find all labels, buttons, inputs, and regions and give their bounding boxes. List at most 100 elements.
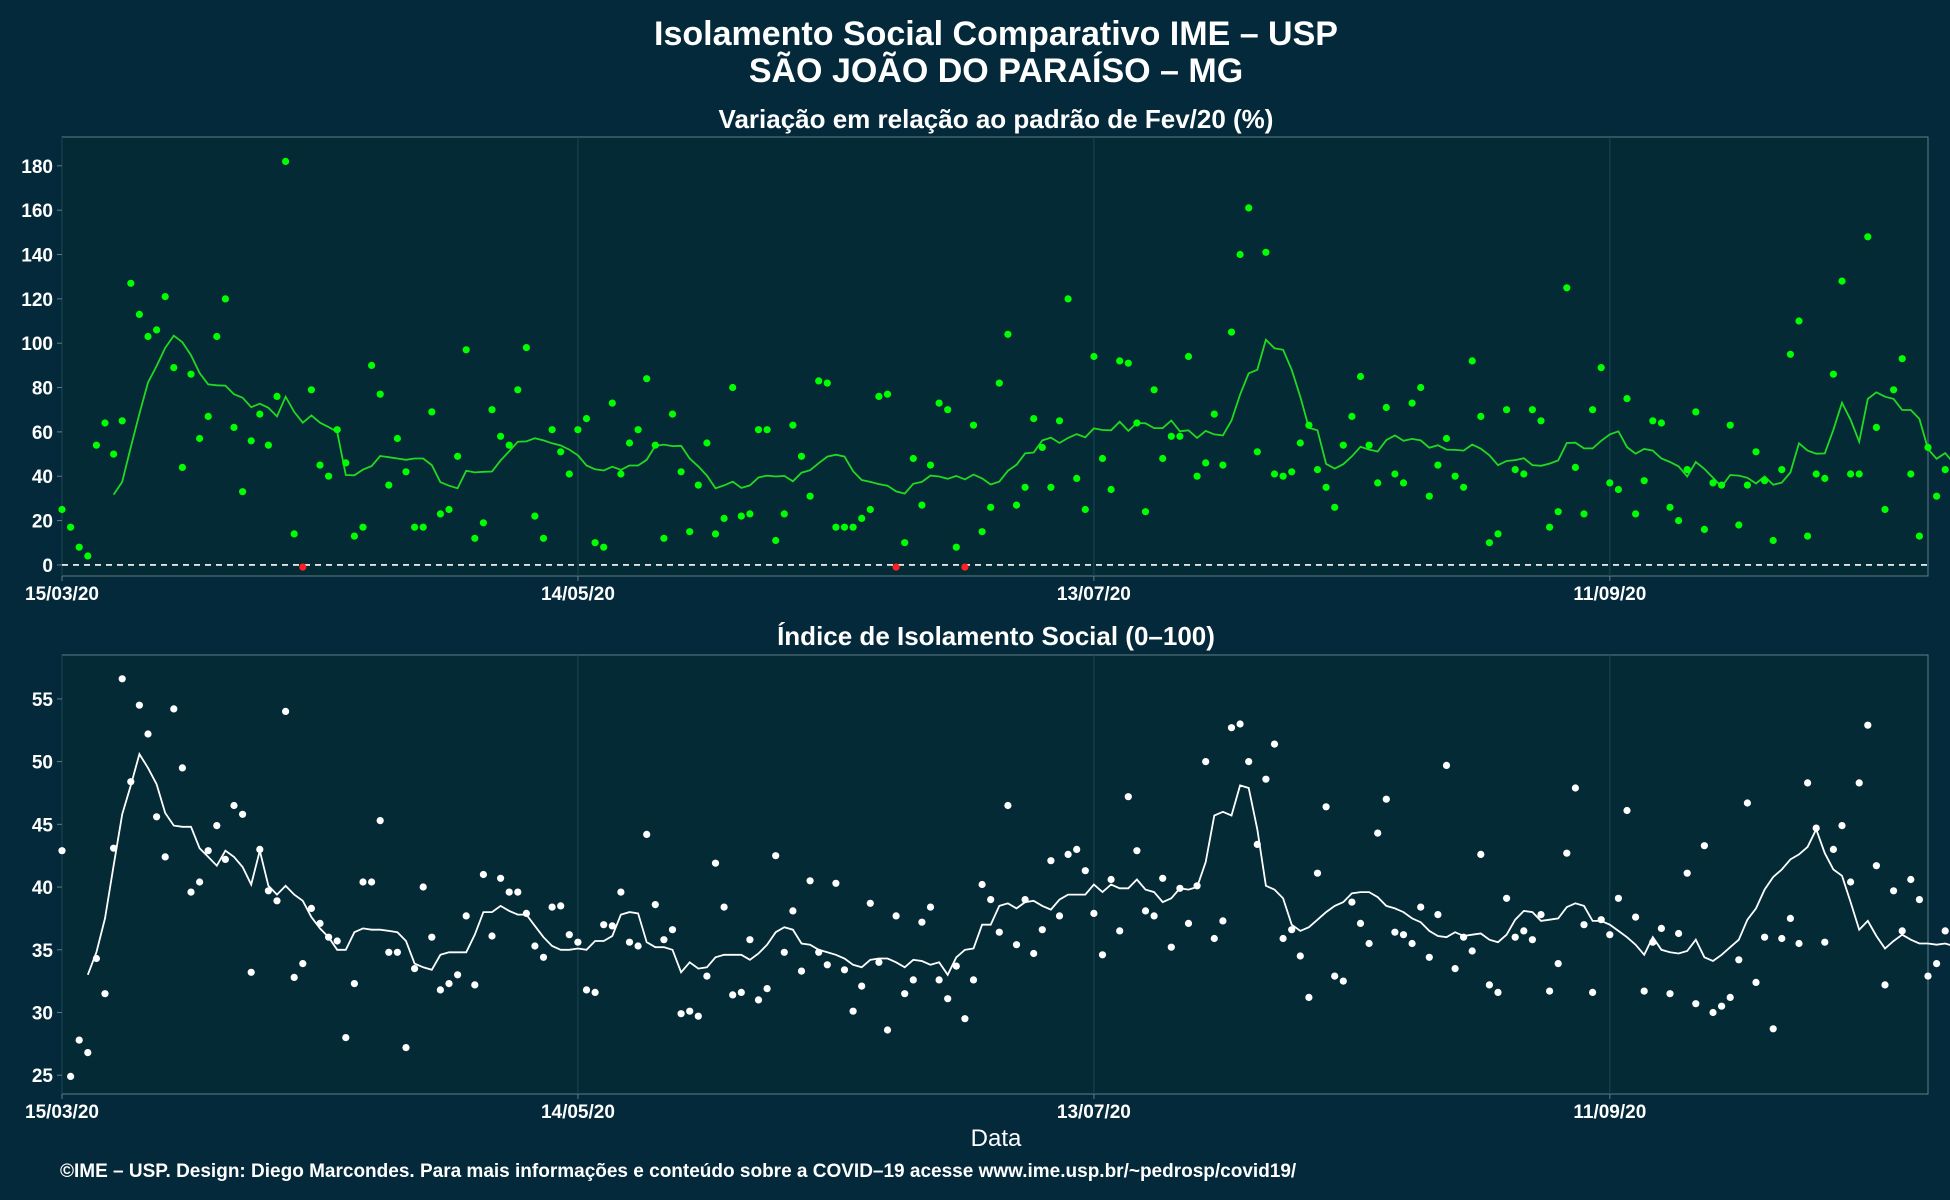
data-point (239, 488, 247, 496)
data-point (1795, 939, 1803, 948)
data-point (1675, 517, 1683, 525)
data-point (221, 295, 229, 303)
data-point (1150, 386, 1158, 394)
data-point (1184, 352, 1193, 361)
data-point (1116, 357, 1124, 365)
data-point (557, 448, 565, 456)
data-point (823, 961, 831, 969)
data-point (325, 933, 333, 941)
data-point (1812, 470, 1820, 478)
data-point (1829, 370, 1837, 378)
data-point (1872, 423, 1880, 431)
data-point (1494, 988, 1502, 997)
data-point (634, 426, 642, 434)
data-point (187, 370, 195, 378)
data-point (1520, 470, 1528, 478)
data-point (1030, 949, 1038, 958)
data-point (1769, 536, 1777, 545)
data-point (961, 1015, 969, 1023)
data-point (987, 503, 995, 511)
data-point (926, 461, 935, 469)
data-point (307, 386, 315, 394)
data-point (385, 948, 393, 956)
data-point (299, 563, 307, 571)
data-point (892, 563, 900, 571)
data-point (1141, 907, 1150, 915)
x-tick-label: 14/05/20 (541, 584, 615, 605)
data-point (797, 967, 806, 975)
data-point (75, 1036, 83, 1044)
data-point (368, 878, 376, 886)
data-point (1021, 483, 1029, 491)
data-point (522, 909, 531, 918)
data-point (1554, 508, 1562, 516)
data-point (1202, 459, 1210, 467)
data-point (1546, 523, 1554, 531)
data-point (505, 888, 513, 896)
data-point (1245, 204, 1253, 212)
data-point (1666, 990, 1674, 998)
data-point (651, 441, 659, 449)
data-point (1219, 461, 1227, 469)
data-point (1047, 483, 1055, 491)
data-point (935, 399, 943, 407)
data-point (1365, 939, 1373, 948)
data-point (1528, 406, 1536, 414)
data-point (1253, 840, 1261, 849)
data-point (213, 822, 221, 830)
data-point (1872, 862, 1880, 870)
data-point (1804, 532, 1812, 540)
data-point (617, 470, 625, 478)
data-point (462, 912, 470, 920)
data-point (385, 481, 393, 489)
data-point (1064, 850, 1072, 859)
data-point (479, 870, 487, 879)
data-point (918, 501, 926, 509)
data-point (1761, 933, 1769, 941)
data-point (763, 985, 771, 993)
data-point (153, 813, 161, 821)
data-point (1485, 981, 1493, 989)
data-point (1176, 432, 1184, 440)
data-point (832, 879, 840, 887)
data-point (247, 968, 255, 976)
data-point (1528, 936, 1536, 944)
data-point (969, 976, 978, 984)
data-point (711, 859, 720, 867)
data-point (1881, 505, 1889, 514)
data-point (1012, 941, 1021, 949)
top-panel-title: Variação em relação ao padrão de Fev/20 … (719, 104, 1274, 134)
data-point (1718, 481, 1726, 489)
data-point (668, 926, 677, 934)
data-point (1159, 454, 1167, 463)
data-point (591, 988, 599, 997)
data-point (1554, 960, 1562, 968)
data-point (1821, 474, 1829, 482)
data-point (247, 437, 255, 445)
data-point (1812, 824, 1820, 832)
y-tick-label: 35 (32, 941, 54, 962)
data-point (557, 902, 565, 910)
data-point (333, 426, 341, 434)
data-point (737, 988, 745, 997)
data-point (1356, 372, 1365, 381)
data-point (264, 887, 272, 895)
data-point (720, 514, 728, 523)
data-point (1451, 472, 1459, 480)
data-point (686, 528, 694, 536)
data-point (161, 853, 169, 861)
data-point (1434, 911, 1442, 919)
data-point (1623, 806, 1631, 815)
data-point (239, 810, 247, 818)
data-point (75, 543, 83, 551)
data-point (1425, 492, 1433, 500)
data-point (703, 972, 711, 980)
data-point (1537, 911, 1545, 919)
data-point (1348, 898, 1356, 906)
data-point (221, 855, 229, 864)
data-point (892, 912, 900, 920)
data-point (92, 441, 100, 449)
data-point (479, 519, 487, 527)
data-point (1399, 479, 1408, 487)
